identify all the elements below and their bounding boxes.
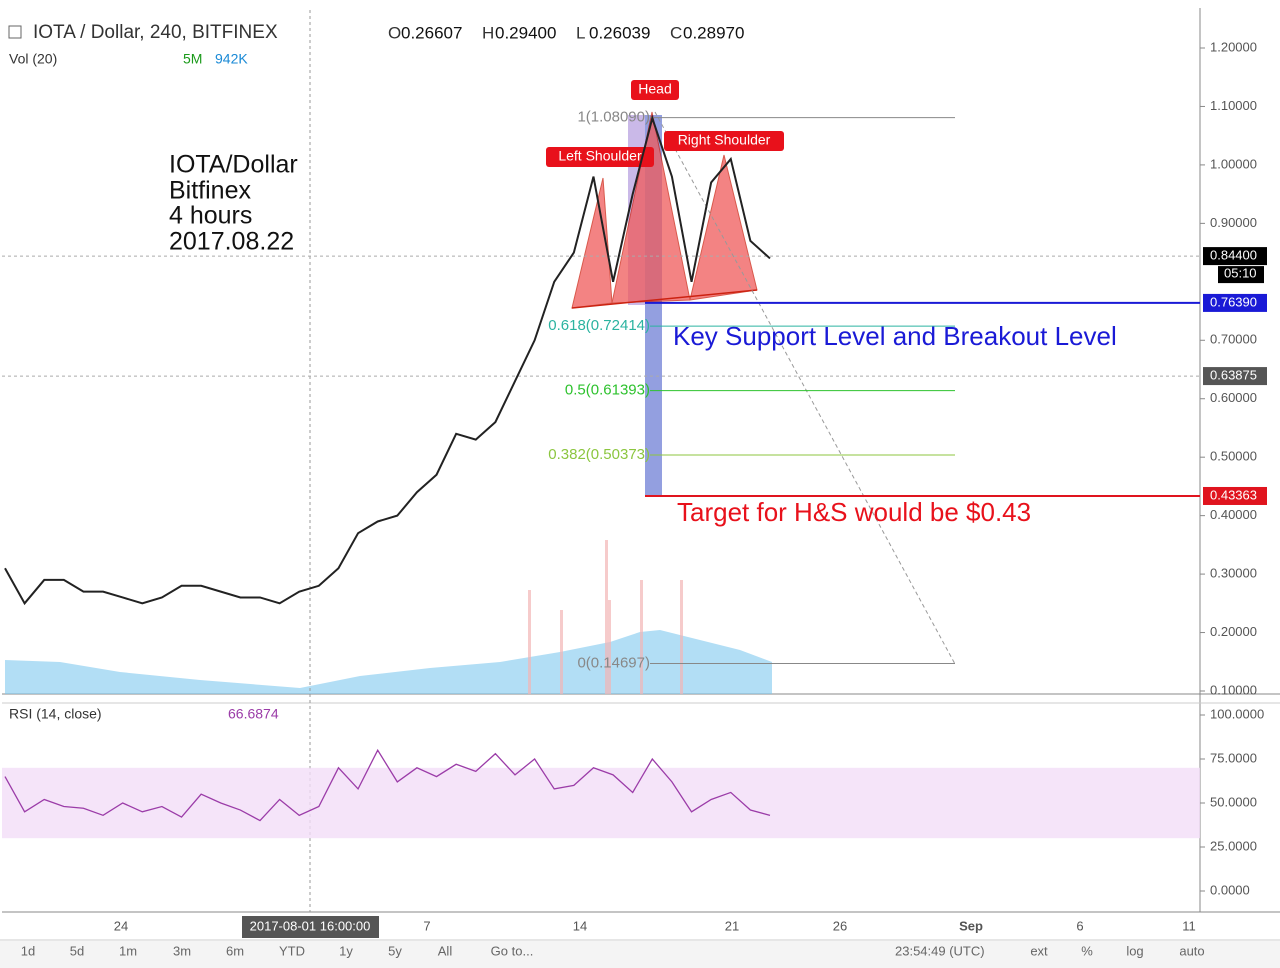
fib-label: 0.5(0.61393) (565, 382, 650, 399)
info-line: IOTA/Dollar (169, 151, 298, 179)
info-block: IOTA/Dollar Bitfinex 4 hours 2017.08.22 (169, 151, 298, 256)
x-tick-label: 14 (573, 918, 587, 933)
range-button[interactable]: 5d (70, 943, 84, 958)
ohlc-value: 0.28970 (683, 23, 744, 42)
range-button[interactable]: 1y (339, 943, 353, 958)
y-tick-label: 0.90000 (1210, 215, 1257, 230)
toolbar (0, 941, 1280, 968)
right-shoulder-label: Right Shoulder (678, 132, 771, 148)
y-tick-label: 0.30000 (1210, 566, 1257, 581)
x-tick-label: 26 (833, 918, 847, 933)
fib-label: 0(0.14697) (577, 655, 650, 672)
option-button[interactable]: % (1081, 943, 1093, 958)
y-tick-label: 0.70000 (1210, 332, 1257, 347)
rsi-tick-label: 100.0000 (1210, 706, 1264, 721)
ohlc-value: 0.26039 (589, 23, 650, 42)
price-tag (1203, 293, 1267, 312)
price-tag (1203, 247, 1267, 266)
option-button[interactable]: auto (1179, 943, 1204, 958)
price-tag-label: 0.63875 (1210, 368, 1257, 383)
neckline (571, 289, 758, 309)
x-tick-label: 11 (1182, 918, 1196, 933)
y-tick-label: 1.00000 (1210, 156, 1257, 171)
collapse-icon[interactable] (8, 25, 22, 39)
crosshair-label: 2017-08-01 16:00:00 (250, 918, 371, 933)
info-line: 2017.08.22 (169, 228, 294, 256)
volume-value: 942K (215, 51, 248, 67)
fib-label: 1(1.08090) (577, 109, 650, 126)
x-tick-label: Sep (959, 918, 983, 933)
x-tick-label: 21 (725, 918, 739, 933)
support-note: Key Support Level and Breakout Level (673, 321, 1117, 351)
left-shoulder-label: Left Shoulder (558, 148, 642, 164)
ohlc-key: H (482, 23, 494, 42)
rsi-tick-label: 25.0000 (1210, 838, 1257, 853)
price-tag (1203, 367, 1267, 386)
target-note: Target for H&S would be $0.43 (677, 497, 1031, 527)
hs-pattern (571, 111, 758, 309)
option-button[interactable]: ext (1030, 943, 1048, 958)
volume-label: Vol (20) (9, 51, 57, 67)
ohlc-key: C (670, 23, 682, 42)
y-tick-label: 0.40000 (1210, 507, 1257, 522)
rsi-band (2, 767, 1200, 839)
price-tag-label: 0.76390 (1210, 294, 1257, 309)
range-button[interactable]: 1d (21, 943, 35, 958)
label-box (546, 147, 654, 167)
rsi-label: RSI (14, close) (9, 706, 102, 722)
rsi-line (4, 748, 771, 822)
range-button[interactable]: 3m (173, 943, 191, 958)
ohlc-value: 0.26607 (401, 23, 462, 42)
symbol-title: IOTA / Dollar, 240, BITFINEX (33, 22, 278, 43)
y-tick-label: 0.20000 (1210, 624, 1257, 639)
ohlc-key: O (388, 23, 401, 42)
y-tick-label: 0.10000 (1210, 682, 1257, 697)
range-button[interactable]: YTD (279, 943, 305, 958)
y-tick-label: 1.10000 (1210, 98, 1257, 113)
volume-ma-area (5, 630, 772, 694)
head-label: Head (638, 81, 671, 97)
info-line: Bitfinex (169, 177, 251, 205)
price-tag-label: 0.43363 (1210, 487, 1257, 502)
y-tick-label: 0.50000 (1210, 449, 1257, 464)
rsi-tick-label: 50.0000 (1210, 794, 1257, 809)
label-box (631, 80, 679, 100)
range-button[interactable]: 6m (226, 943, 244, 958)
range-button[interactable]: 1m (119, 943, 137, 958)
clock: 23:54:49 (UTC) (895, 943, 985, 958)
price-tag-label: 0.84400 (1210, 248, 1257, 263)
ohlc-value: 0.29400 (495, 23, 556, 42)
price-line (4, 114, 771, 606)
rsi-tick-label: 75.0000 (1210, 750, 1257, 765)
countdown: 05:10 (1224, 266, 1257, 281)
range-button[interactable]: 5y (388, 943, 402, 958)
label-box (664, 131, 784, 151)
volume-bars (528, 540, 683, 694)
x-tick-label: 24 (114, 918, 128, 933)
countdown-tag (1218, 266, 1264, 284)
fib-label: 0.382(0.50373) (548, 446, 650, 463)
info-line: 4 hours (169, 202, 252, 230)
x-tick-label: 7 (423, 918, 430, 933)
y-tick-label: 0.60000 (1210, 390, 1257, 405)
crosshair-tag (242, 916, 379, 938)
price-tag (1203, 486, 1267, 505)
ohlc-key: L (576, 23, 585, 42)
range-button[interactable]: Go to... (491, 943, 534, 958)
range-button[interactable]: All (438, 943, 453, 958)
option-button[interactable]: log (1126, 943, 1143, 958)
rsi-tick-label: 0.0000 (1210, 882, 1250, 897)
fib-label: 0.618(0.72414) (548, 317, 650, 334)
x-tick-label: 6 (1076, 918, 1083, 933)
rsi-value: 66.6874 (228, 706, 279, 722)
volume-ma: 5M (183, 51, 202, 67)
y-tick-label: 1.20000 (1210, 39, 1257, 54)
